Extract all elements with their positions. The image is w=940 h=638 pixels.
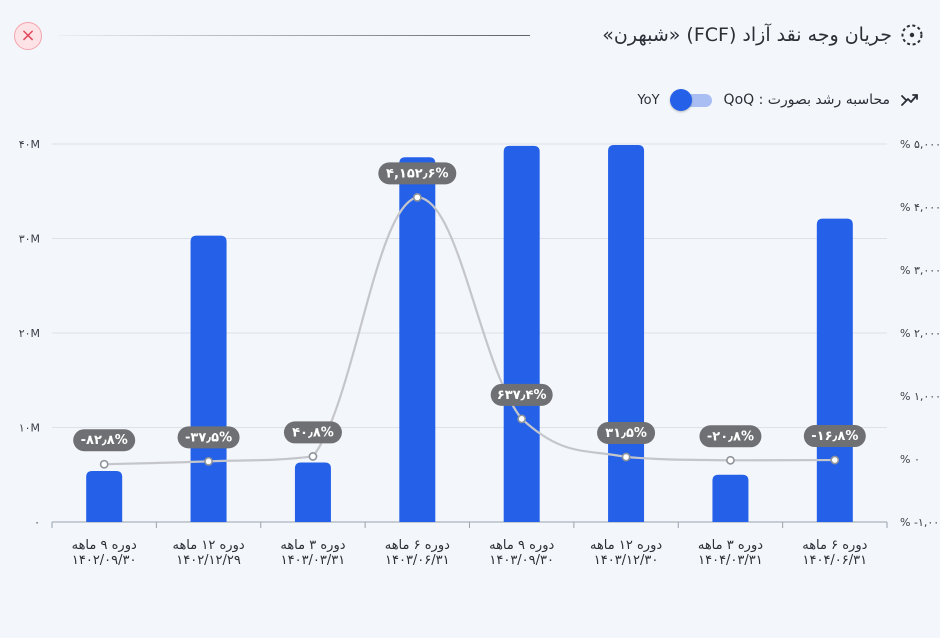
y-right-tick-label: % ۱,۰۰۰ — [900, 390, 940, 403]
growth-label-pill — [699, 425, 762, 448]
y-right-tick-label: % ۰ — [900, 453, 920, 466]
y-right-tick-label: % ۲,۰۰۰ — [900, 327, 940, 340]
category-label-period: دوره ۹ ماهه — [489, 538, 554, 553]
yoy-label: YoY — [637, 92, 660, 108]
category-label-date: ۱۴۰۳/۰۳/۳۱ — [281, 553, 346, 568]
chart-title: جریان وجه نقد آزاد (FCF) «شبهرن» — [602, 24, 892, 46]
category-label-date: ۱۴۰۳/۰۶/۳۱ — [385, 553, 450, 568]
growth-mode-label: محاسبه رشد بصورت : QoQ — [723, 92, 890, 108]
bar — [399, 157, 436, 523]
growth-mode-toggle[interactable] — [669, 89, 714, 111]
category-label-period: دوره ۱۲ ماهه — [172, 538, 244, 553]
growth-point — [726, 455, 735, 465]
growth-label-pill — [490, 383, 553, 406]
growth-line — [104, 196, 835, 466]
growth-label-pill — [283, 421, 342, 444]
growth-label: ۴۰٫۸% — [292, 425, 334, 440]
growth-mode-controls: YoY محاسبه رشد بصورت : QoQ — [637, 88, 920, 112]
title-divider — [58, 35, 530, 36]
category-label-period: دوره ۱۲ ماهه — [590, 538, 662, 553]
y-right-tick-label: % ۳,۰۰۰ — [900, 264, 940, 277]
bar — [190, 235, 227, 523]
growth-label-pill — [597, 422, 656, 445]
growth-label: -۲۰٫۸% — [707, 429, 754, 444]
growth-label: -۳۷٫۵% — [185, 430, 232, 445]
category-label-period: دوره ۳ ماهه — [698, 538, 763, 553]
bar — [608, 144, 645, 522]
growth-label: -۸۲٫۸% — [81, 433, 128, 448]
growth-label: ۶۳۷٫۴% — [497, 388, 547, 403]
bar — [86, 470, 123, 522]
trend-arrows-icon — [901, 94, 918, 106]
chart-header: × جریان وجه نقد آزاد (FCF) «شبهرن» — [0, 0, 940, 70]
growth-point — [621, 452, 631, 462]
growth-point — [308, 452, 318, 461]
bar — [712, 474, 749, 522]
category-label-date: ۱۴۰۴/۰۶/۳۱ — [803, 553, 868, 568]
close-icon: × — [20, 25, 36, 46]
close-button[interactable]: × — [14, 22, 42, 50]
y-left-tick-label: ۳۰M — [19, 233, 40, 246]
category-label-date: ۱۴۰۲/۰۹/۳۰ — [72, 553, 137, 568]
growth-label-pill — [177, 426, 240, 449]
y-right-tick-label: % ۴,۰۰۰ — [900, 201, 940, 214]
y-left-tick-label: ۱۰M — [19, 422, 40, 435]
category-label-date: ۱۴۰۳/۱۲/۳۰ — [594, 553, 659, 568]
growth-point — [99, 459, 109, 469]
category-label-period: دوره ۹ ماهه — [72, 538, 137, 553]
category-label-period: دوره ۳ ماهه — [280, 538, 345, 553]
growth-point — [830, 455, 840, 465]
bar — [294, 462, 331, 522]
growth-point — [517, 414, 527, 424]
toggle-knob — [669, 89, 692, 111]
bar — [503, 145, 540, 522]
growth-point — [204, 456, 213, 466]
category-label-date: ۱۴۰۴/۰۳/۳۱ — [698, 553, 763, 568]
growth-label: ۳۱٫۵% — [605, 426, 647, 441]
y-left-tick-label: ۲۰M — [19, 327, 40, 340]
category-label-period: دوره ۶ ماهه — [385, 538, 450, 553]
growth-label: -۱۶٫۸% — [811, 429, 858, 444]
y-left-tick-label: ۴۰M — [19, 138, 40, 151]
bar — [816, 218, 853, 522]
growth-label-pill — [73, 429, 136, 452]
category-label-period: دوره ۶ ماهه — [802, 538, 867, 553]
y-left-tick-label: ۰ — [34, 516, 40, 529]
target-dots-icon — [901, 24, 923, 46]
y-right-tick-label: % ۵,۰۰۰ — [900, 138, 940, 151]
growth-point — [412, 192, 422, 202]
growth-label-pill — [803, 425, 866, 448]
category-label-date: ۱۴۰۳/۰۹/۳۰ — [489, 553, 554, 568]
category-label-date: ۱۴۰۲/۱۲/۲۹ — [176, 553, 241, 568]
y-right-tick-label: % -۱,۰۰۰ — [900, 516, 940, 529]
title-group: جریان وجه نقد آزاد (FCF) «شبهرن» — [602, 20, 924, 50]
growth-label-pill — [378, 162, 457, 185]
growth-label: ۴,۱۵۲٫۶% — [386, 166, 449, 181]
